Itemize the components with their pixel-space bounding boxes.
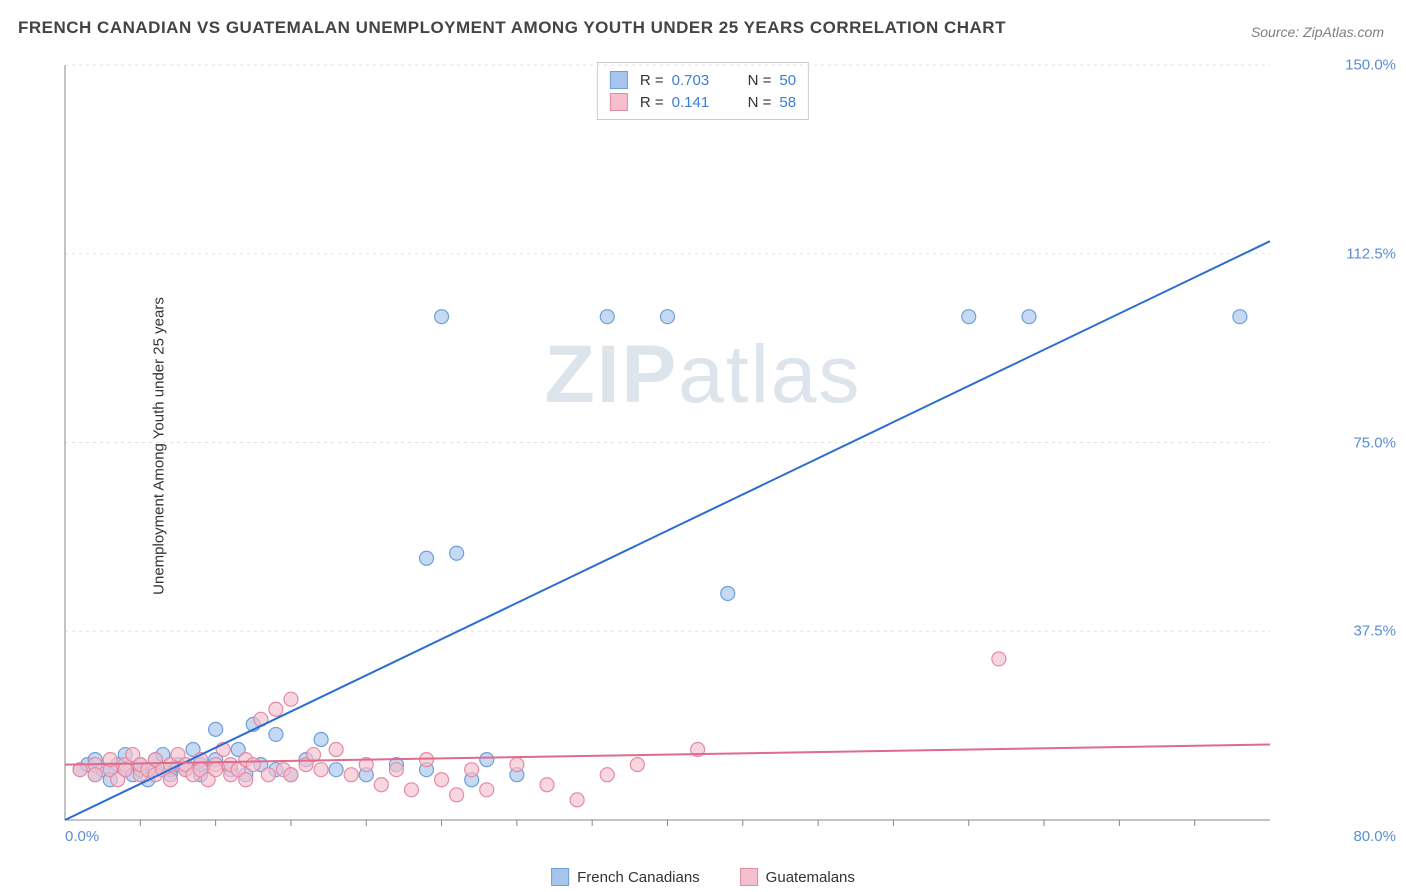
- y-tick-label: 37.5%: [1353, 623, 1396, 640]
- scatter-chart-svg: [60, 60, 1340, 850]
- y-tick-label: 75.0%: [1353, 434, 1396, 451]
- source-attribution: Source: ZipAtlas.com: [1251, 24, 1384, 40]
- swatch-icon: [740, 868, 758, 886]
- legend-label: French Canadians: [577, 869, 700, 886]
- legend-item-french-canadians: French Canadians: [551, 868, 700, 886]
- legend-item-guatemalans: Guatemalans: [740, 868, 855, 886]
- swatch-icon: [551, 868, 569, 886]
- x-end-label: 80.0%: [1353, 828, 1396, 845]
- legend-label: Guatemalans: [766, 869, 855, 886]
- plot-area: [60, 60, 1340, 850]
- chart-title: FRENCH CANADIAN VS GUATEMALAN UNEMPLOYME…: [18, 18, 1006, 38]
- series-legend: French Canadians Guatemalans: [551, 868, 855, 886]
- y-tick-label: 112.5%: [1346, 245, 1396, 262]
- x-origin-label: 0.0%: [65, 828, 99, 845]
- y-tick-label: 150.0%: [1345, 57, 1396, 74]
